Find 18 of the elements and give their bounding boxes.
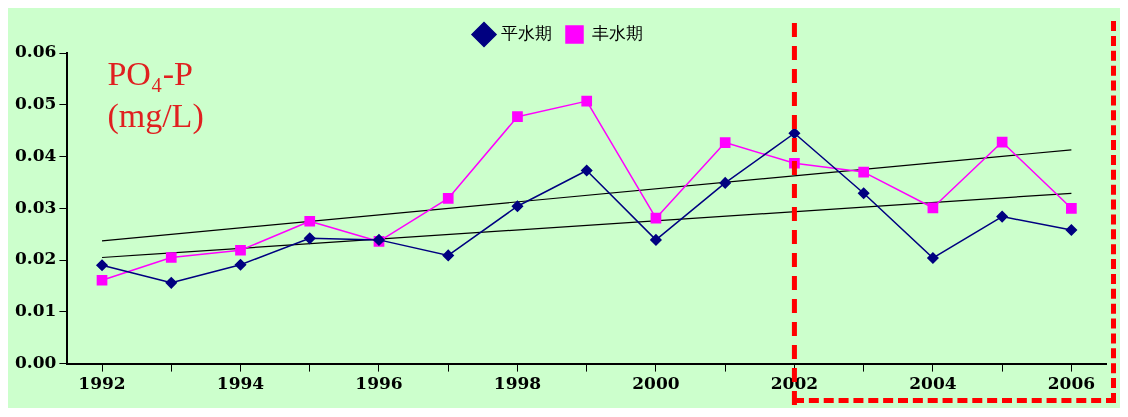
- y-tick-label: 0.04: [15, 144, 57, 165]
- y-tick-label: 0.00: [15, 352, 57, 373]
- x-tick-label: 2000: [632, 373, 680, 394]
- y-tick-label: 0.02: [15, 248, 57, 269]
- x-tick-label: 2004: [909, 373, 957, 394]
- y-tick-label: 0.05: [15, 93, 57, 114]
- y-tick-label: 0.03: [15, 196, 57, 217]
- x-tick-label: 2006: [1047, 373, 1096, 394]
- legend-label: 平水期: [501, 22, 552, 43]
- x-tick-label: 1992: [78, 373, 126, 394]
- y-tick-label: 0.06: [15, 41, 57, 62]
- x-tick-label: 2002: [770, 373, 819, 394]
- y-tick-label: 0.01: [15, 300, 57, 321]
- x-tick-label: 1996: [355, 373, 403, 394]
- x-tick-label: 1994: [216, 373, 265, 394]
- y-axis-title: PO₄-P (mg/L): [107, 54, 204, 135]
- x-tick-label: 1998: [493, 373, 542, 394]
- legend-label: 丰水期: [591, 22, 643, 43]
